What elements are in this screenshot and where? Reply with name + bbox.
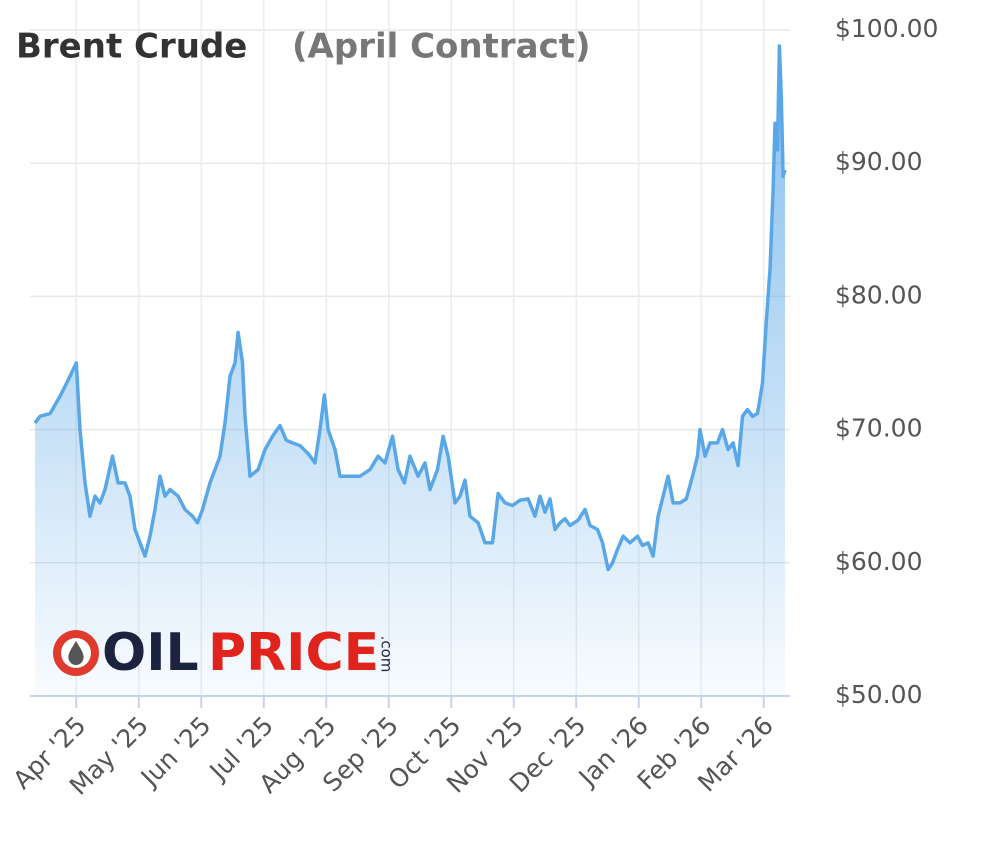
- logo: OIL PRICE .com: [53, 623, 396, 683]
- line: [33, 44, 787, 572]
- chart-title: Brent Crude: [16, 27, 247, 67]
- y-tick-label: $60.00: [835, 547, 922, 576]
- y-tick-label: $50.00: [835, 680, 922, 709]
- logo-price: PRICE: [208, 623, 379, 683]
- area: [35, 46, 785, 696]
- chart-subtitle: (April Contract): [292, 27, 591, 67]
- y-tick-label: $90.00: [835, 147, 922, 176]
- y-tick-label: $100.00: [835, 14, 938, 43]
- logo-drop: [68, 641, 84, 665]
- logo-com: .com: [378, 636, 396, 673]
- x-tick-label: Jun '25: [134, 711, 217, 794]
- y-tick-label: $80.00: [835, 280, 922, 309]
- y-tick-label: $70.00: [835, 414, 922, 443]
- logo-oil: OIL: [102, 623, 199, 683]
